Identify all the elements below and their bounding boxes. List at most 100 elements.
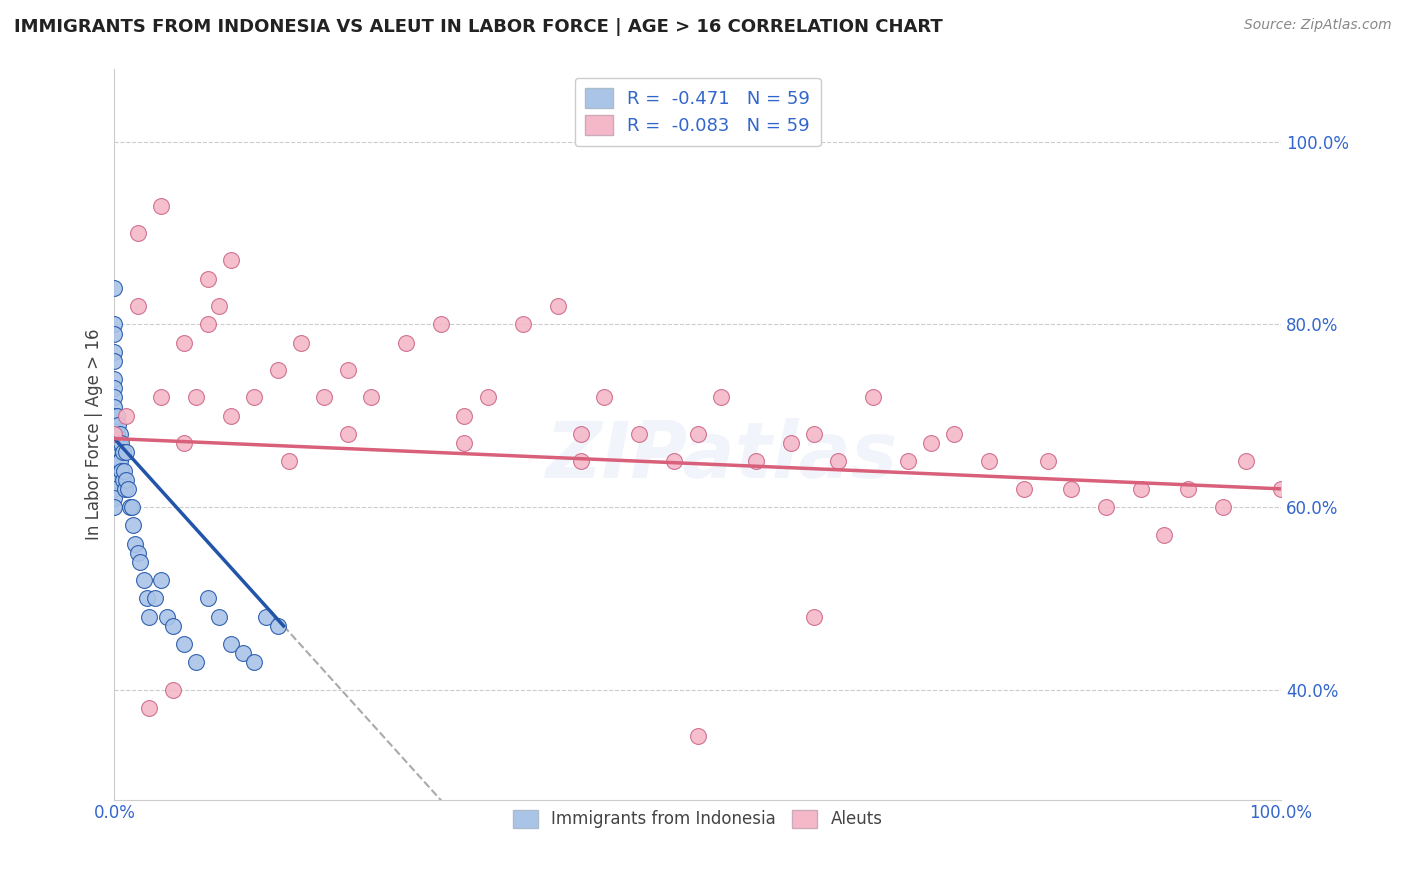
Point bbox=[107, 417, 129, 432]
Point bbox=[103, 281, 125, 295]
Point bbox=[710, 391, 733, 405]
Point bbox=[453, 436, 475, 450]
Point bbox=[278, 454, 301, 468]
Point bbox=[184, 656, 207, 670]
Point bbox=[430, 318, 453, 332]
Point bbox=[118, 500, 141, 515]
Point bbox=[208, 299, 231, 313]
Point bbox=[173, 436, 195, 450]
Point bbox=[1212, 500, 1234, 515]
Point bbox=[105, 427, 128, 442]
Point bbox=[686, 729, 709, 743]
Text: ZIPatlas: ZIPatlas bbox=[546, 418, 897, 494]
Point bbox=[803, 609, 825, 624]
Point bbox=[314, 391, 336, 405]
Point bbox=[150, 573, 173, 587]
Point bbox=[127, 546, 149, 560]
Point bbox=[103, 500, 125, 515]
Point bbox=[138, 701, 160, 715]
Point bbox=[121, 500, 143, 515]
Point bbox=[162, 682, 184, 697]
Point bbox=[184, 391, 207, 405]
Point bbox=[243, 391, 266, 405]
Point bbox=[103, 473, 125, 487]
Point bbox=[150, 198, 173, 212]
Point bbox=[232, 646, 254, 660]
Point bbox=[208, 609, 231, 624]
Point bbox=[593, 391, 616, 405]
Point bbox=[110, 427, 132, 442]
Point bbox=[132, 573, 155, 587]
Point bbox=[115, 445, 138, 459]
Point bbox=[197, 318, 219, 332]
Point bbox=[114, 482, 136, 496]
Point bbox=[267, 619, 290, 633]
Point bbox=[103, 400, 125, 414]
Point bbox=[162, 619, 184, 633]
Point bbox=[453, 409, 475, 423]
Point bbox=[117, 482, 139, 496]
Point bbox=[290, 335, 312, 350]
Point bbox=[103, 427, 125, 442]
Point bbox=[103, 372, 125, 386]
Point bbox=[150, 391, 173, 405]
Point bbox=[512, 318, 534, 332]
Point bbox=[110, 464, 132, 478]
Point bbox=[173, 335, 195, 350]
Point bbox=[103, 318, 125, 332]
Point bbox=[103, 409, 125, 423]
Point bbox=[103, 381, 125, 395]
Point bbox=[129, 555, 152, 569]
Point bbox=[897, 454, 920, 468]
Point bbox=[827, 454, 849, 468]
Point bbox=[103, 436, 125, 450]
Point bbox=[219, 409, 242, 423]
Point bbox=[477, 391, 499, 405]
Point bbox=[780, 436, 803, 450]
Point bbox=[1177, 482, 1199, 496]
Point bbox=[745, 454, 768, 468]
Point bbox=[103, 391, 125, 405]
Point bbox=[127, 226, 149, 240]
Point bbox=[127, 299, 149, 313]
Point bbox=[108, 436, 131, 450]
Point bbox=[628, 427, 651, 442]
Point bbox=[103, 427, 125, 442]
Point bbox=[103, 344, 125, 359]
Point bbox=[920, 436, 942, 450]
Point bbox=[103, 354, 125, 368]
Point bbox=[111, 473, 134, 487]
Point bbox=[143, 591, 166, 606]
Text: Source: ZipAtlas.com: Source: ZipAtlas.com bbox=[1244, 18, 1392, 32]
Point bbox=[112, 464, 135, 478]
Point bbox=[103, 445, 125, 459]
Point bbox=[124, 536, 146, 550]
Legend: Immigrants from Indonesia, Aleuts: Immigrants from Indonesia, Aleuts bbox=[506, 803, 890, 835]
Point bbox=[103, 491, 125, 505]
Point bbox=[103, 454, 125, 468]
Point bbox=[1060, 482, 1083, 496]
Point bbox=[1153, 527, 1175, 541]
Point bbox=[943, 427, 966, 442]
Point bbox=[336, 427, 359, 442]
Point bbox=[107, 445, 129, 459]
Point bbox=[686, 427, 709, 442]
Point bbox=[110, 454, 132, 468]
Point bbox=[664, 454, 686, 468]
Point bbox=[569, 454, 592, 468]
Point bbox=[336, 363, 359, 377]
Point bbox=[156, 609, 179, 624]
Point bbox=[108, 454, 131, 468]
Y-axis label: In Labor Force | Age > 16: In Labor Force | Age > 16 bbox=[86, 328, 103, 540]
Point bbox=[110, 436, 132, 450]
Point bbox=[1014, 482, 1036, 496]
Point bbox=[105, 409, 128, 423]
Point bbox=[254, 609, 277, 624]
Point bbox=[115, 473, 138, 487]
Point bbox=[115, 409, 138, 423]
Point bbox=[136, 591, 159, 606]
Point bbox=[111, 445, 134, 459]
Point bbox=[103, 464, 125, 478]
Point bbox=[1130, 482, 1153, 496]
Point bbox=[197, 271, 219, 285]
